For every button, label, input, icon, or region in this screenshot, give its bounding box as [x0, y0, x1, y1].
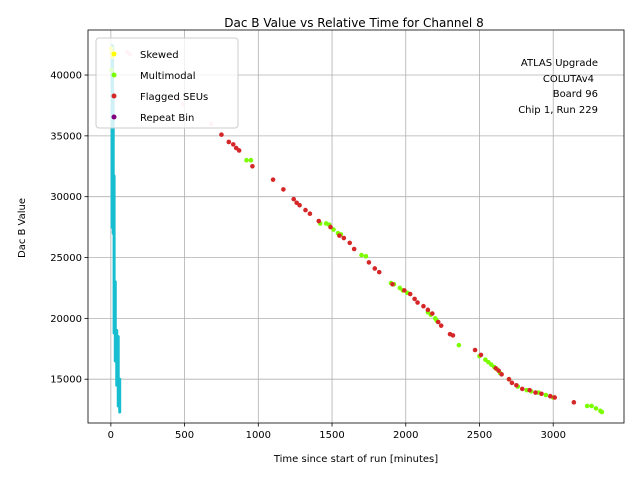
flagged-seus-point: [415, 300, 420, 305]
x-tick-label: 1000: [246, 430, 271, 441]
flagged-seus-point: [412, 296, 417, 302]
multimodal-point: [363, 254, 369, 259]
multimodal-point: [589, 403, 594, 409]
data-points-layer: [108, 45, 605, 415]
chart-title: Dac B Value vs Relative Time for Channel…: [224, 16, 483, 30]
flagged-seus-point: [519, 386, 525, 392]
multimodal-point: [248, 157, 254, 163]
flagged-seus-point: [401, 288, 407, 293]
multimodal-point: [593, 406, 599, 411]
y-tick-label: 25000: [50, 253, 82, 264]
flagged-seus-point: [230, 142, 236, 147]
flagged-seus-point: [499, 372, 504, 377]
legend-label-flagged: Flagged SEUs: [140, 92, 208, 103]
flagged-seus-point: [328, 224, 333, 230]
flagged-seus-point: [506, 376, 512, 382]
x-tick-label: 3000: [540, 430, 565, 441]
flagged-seus-point: [316, 218, 322, 224]
legend-label-skewed: Skewed: [140, 50, 179, 61]
multimodal-point: [456, 342, 462, 348]
x-tick-label: 1500: [319, 430, 344, 441]
flagged-seus-point: [472, 347, 478, 353]
x-tick-label: 2000: [393, 430, 418, 441]
flagged-seus-point: [236, 148, 242, 153]
legend-label-repeat: Repeat Bin: [140, 113, 194, 124]
plot-frame: [87, 29, 625, 424]
flagged-seus-point: [303, 207, 308, 213]
flagged-seus-point: [337, 233, 342, 238]
legend-marker-skewed: [111, 51, 117, 57]
multimodal-point: [584, 403, 590, 409]
flagged-seus-point: [425, 307, 431, 313]
run-annotation: ATLAS Upgrade COLUTAv4 Board 96 Chip 1, …: [518, 58, 598, 116]
annotation-line-1: ATLAS Upgrade: [521, 58, 598, 69]
legend-marker-repeat: [111, 114, 117, 120]
multimodal-point: [599, 409, 605, 415]
flagged-seus-point: [533, 390, 538, 395]
flagged-seus-point: [547, 393, 553, 399]
flagged-seus-point: [496, 368, 501, 373]
flagged-seus-point: [478, 352, 484, 358]
annotation-line-3: Board 96: [553, 89, 598, 100]
flagged-seus-point: [407, 291, 413, 297]
flagged-seus-point: [291, 196, 297, 202]
x-tick-label: 0: [108, 430, 114, 441]
flagged-seus-point: [571, 400, 577, 405]
flagged-seus-point: [281, 187, 286, 192]
flagged-seus-point: [297, 202, 302, 208]
multimodal-point: [543, 392, 549, 398]
flagged-seus-point: [514, 382, 519, 388]
flagged-seus-point: [552, 395, 557, 400]
flagged-seus-point: [376, 269, 382, 275]
y-tick-label: 35000: [50, 131, 82, 142]
flagged-seus-point: [421, 303, 426, 309]
multimodal-point: [244, 157, 249, 163]
legend: Skewed Multimodal Flagged SEUs Repeat Bi…: [95, 37, 239, 129]
flagged-seus-point: [509, 380, 515, 386]
legend-label-multimodal: Multimodal: [140, 71, 196, 82]
flagged-seus-point: [341, 235, 347, 241]
y-tick-label: 40000: [50, 71, 82, 82]
flagged-seus-point: [372, 266, 378, 271]
y-tick-label: 20000: [50, 314, 82, 325]
ticks-layer: 0 500 1000 1500 2000 2500 3000 15000 20000 25000 3…: [50, 71, 566, 441]
flagged-seus-point: [450, 333, 456, 338]
y-axis-title: Dac B Value: [17, 198, 28, 258]
flagged-seus-point: [307, 211, 313, 217]
legend-marker-multimodal: [111, 72, 117, 78]
annotation-line-4: Chip 1, Run 229: [518, 105, 598, 116]
flagged-seus-point: [438, 323, 444, 328]
flagged-seus-point: [226, 139, 232, 145]
flagged-seus-point: [351, 246, 357, 252]
legend-marker-flagged: [111, 93, 117, 99]
flagged-seus-point: [539, 391, 544, 397]
y-tick-label: 30000: [50, 192, 82, 203]
flagged-seus-point: [527, 387, 532, 393]
x-axis-title: Time since start of run [minutes]: [273, 454, 438, 465]
y-tick-label: 15000: [50, 375, 82, 386]
flagged-seus-point: [270, 177, 276, 182]
legend-box: [95, 37, 239, 129]
flagged-seus-point: [219, 132, 224, 137]
x-tick-label: 500: [175, 430, 194, 441]
grid-layer: [88, 30, 624, 423]
x-tick-label: 2500: [467, 430, 492, 441]
flagged-seus-point: [430, 311, 435, 316]
annotation-line-2: COLUTAv4: [543, 74, 594, 85]
flagged-seus-point: [250, 163, 255, 169]
flagged-seus-point: [390, 281, 395, 287]
flagged-seus-point: [347, 240, 353, 246]
flagged-seus-point: [366, 260, 372, 265]
flagged-seus-point: [435, 319, 441, 325]
multimodal-point: [359, 252, 364, 258]
